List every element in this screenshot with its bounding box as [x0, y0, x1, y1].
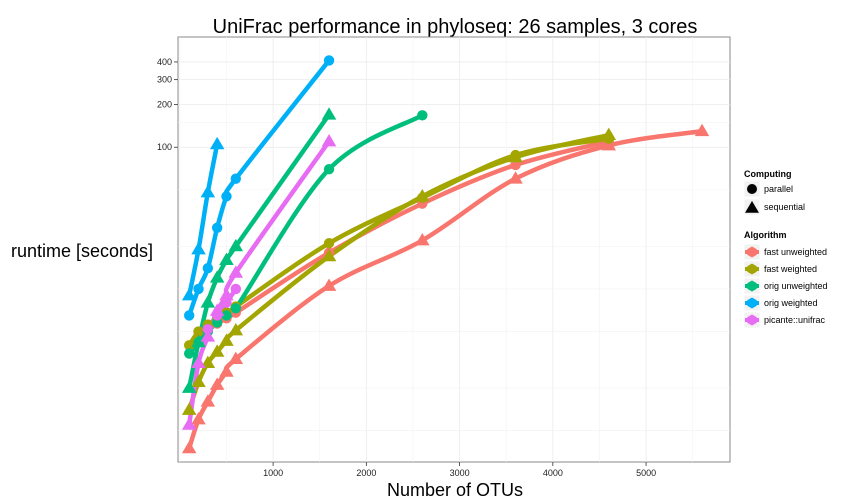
legend-marker-swatch — [747, 280, 757, 292]
data-point-orig-weighted-parallel — [230, 173, 242, 184]
legend-algorithm-label: fast weighted — [764, 264, 817, 274]
data-point-orig-weighted-sequential — [191, 242, 206, 255]
data-point-orig-unweighted-sequential — [228, 238, 244, 252]
data-point-orig-unweighted-parallel — [193, 337, 204, 348]
legend-algorithm-label: fast unweighted — [764, 247, 827, 257]
data-point-picante-unifrac-sequential — [228, 265, 244, 278]
y-tick-label: 100 — [157, 142, 172, 152]
data-point-picante-unifrac-sequential — [321, 134, 337, 147]
data-point-orig-unweighted-sequential — [181, 380, 197, 393]
data-point-orig-weighted-parallel — [221, 191, 232, 202]
data-point-orig-weighted-parallel — [202, 263, 214, 274]
data-point-orig-weighted-sequential — [181, 288, 197, 301]
data-point-picante-unifrac-sequential — [200, 329, 216, 342]
data-point-fast-unweighted-sequential — [694, 123, 710, 137]
data-point-fast-weighted-sequential — [228, 322, 244, 336]
legend: Computing parallel sequential Algorithm f… — [743, 169, 828, 329]
legend-computing-label: sequential — [764, 202, 805, 212]
x-tick-label: 5000 — [636, 468, 656, 478]
series-points — [181, 55, 710, 454]
data-point-fast-weighted-parallel — [603, 133, 614, 144]
data-point-fast-weighted-sequential — [209, 344, 225, 357]
data-point-orig-unweighted-sequential — [200, 295, 216, 308]
data-point-orig-unweighted-parallel — [183, 348, 195, 359]
data-point-picante-unifrac-parallel — [202, 323, 214, 335]
data-point-fast-unweighted-sequential — [200, 394, 216, 407]
data-point-fast-unweighted-sequential — [508, 171, 523, 184]
x-tick-label: 2000 — [356, 468, 376, 478]
data-point-fast-unweighted-sequential — [228, 351, 244, 364]
data-point-orig-unweighted-sequential — [219, 252, 234, 265]
legend-algorithm-label: orig unweighted — [764, 281, 828, 291]
legend-computing: parallel sequential — [743, 180, 805, 216]
legend-algorithm: fast unweighted fast weighted orig unweigh… — [743, 243, 828, 329]
y-tick-label: 300 — [157, 75, 172, 85]
data-point-fast-weighted-sequential — [191, 374, 206, 388]
data-point-orig-weighted-sequential — [200, 185, 216, 198]
data-point-fast-weighted-sequential — [181, 402, 197, 415]
data-point-picante-unifrac-parallel — [221, 297, 232, 308]
data-point-fast-weighted-parallel — [510, 149, 521, 161]
data-point-orig-weighted-parallel — [323, 55, 335, 66]
data-point-fast-unweighted-sequential — [181, 440, 197, 454]
data-point-fast-unweighted-sequential — [209, 377, 225, 390]
data-point-orig-unweighted-parallel — [221, 310, 232, 321]
data-point-fast-weighted-parallel — [183, 340, 195, 351]
data-point-picante-unifrac-sequential — [219, 288, 234, 301]
legend-algorithm-title: Algorithm — [744, 230, 787, 240]
data-point-orig-unweighted-sequential — [209, 270, 225, 283]
y-axis-title: runtime [seconds] — [11, 241, 153, 261]
data-point-fast-weighted-parallel — [417, 192, 428, 203]
data-point-fast-weighted-parallel — [323, 238, 335, 249]
x-tick-label: 1000 — [263, 468, 283, 478]
chart-title: UniFrac performance in phyloseq: 26 samp… — [213, 16, 698, 38]
x-tick-label: 3000 — [450, 468, 470, 478]
data-point-orig-unweighted-parallel — [417, 110, 428, 121]
legend-circle-icon — [747, 184, 757, 194]
data-point-orig-weighted-parallel — [183, 310, 195, 321]
data-point-fast-weighted-sequential — [321, 248, 337, 262]
x-axis: 1000 2000 3000 4000 5000 — [263, 462, 656, 478]
data-point-picante-unifrac-parallel — [230, 283, 242, 295]
data-point-fast-weighted-parallel — [193, 326, 204, 337]
data-point-fast-unweighted-sequential — [321, 278, 337, 291]
data-point-orig-unweighted-parallel — [323, 163, 335, 175]
legend-marker-swatch — [747, 314, 757, 326]
legend-computing-label: parallel — [764, 184, 793, 194]
legend-computing-title: Computing — [744, 169, 792, 179]
y-axis: 100 200 300 400 — [157, 57, 178, 152]
legend-marker-swatch — [747, 263, 757, 275]
legend-algorithm-label: orig weighted — [764, 298, 818, 308]
data-point-fast-unweighted-sequential — [191, 411, 206, 425]
data-point-orig-weighted-parallel — [193, 283, 204, 295]
data-point-picante-unifrac-parallel — [211, 310, 223, 321]
data-point-fast-unweighted-sequential — [219, 364, 234, 377]
data-point-picante-unifrac-sequential — [191, 355, 206, 368]
legend-marker-swatch — [747, 246, 757, 258]
data-point-orig-unweighted-sequential — [321, 107, 337, 120]
data-point-fast-unweighted-parallel — [510, 159, 521, 171]
data-point-fast-weighted-sequential — [219, 333, 234, 346]
data-point-picante-unifrac-sequential — [181, 417, 197, 430]
data-point-fast-weighted-sequential — [200, 355, 216, 368]
data-point-orig-weighted-sequential — [209, 136, 225, 150]
y-tick-label: 200 — [157, 100, 172, 110]
legend-algorithm-label: picante::unifrac — [764, 315, 826, 325]
x-axis-title: Number of OTUs — [387, 480, 523, 500]
y-tick-label: 400 — [157, 57, 172, 67]
legend-triangle-icon — [745, 200, 759, 213]
series-line-orig-weighted-sequential — [186, 141, 220, 298]
legend-marker-swatch — [747, 297, 757, 309]
plot-panel — [177, 36, 731, 463]
data-point-orig-unweighted-parallel — [230, 303, 242, 314]
x-tick-label: 4000 — [543, 468, 563, 478]
data-point-orig-weighted-parallel — [211, 222, 223, 233]
data-point-fast-unweighted-sequential — [415, 233, 430, 246]
